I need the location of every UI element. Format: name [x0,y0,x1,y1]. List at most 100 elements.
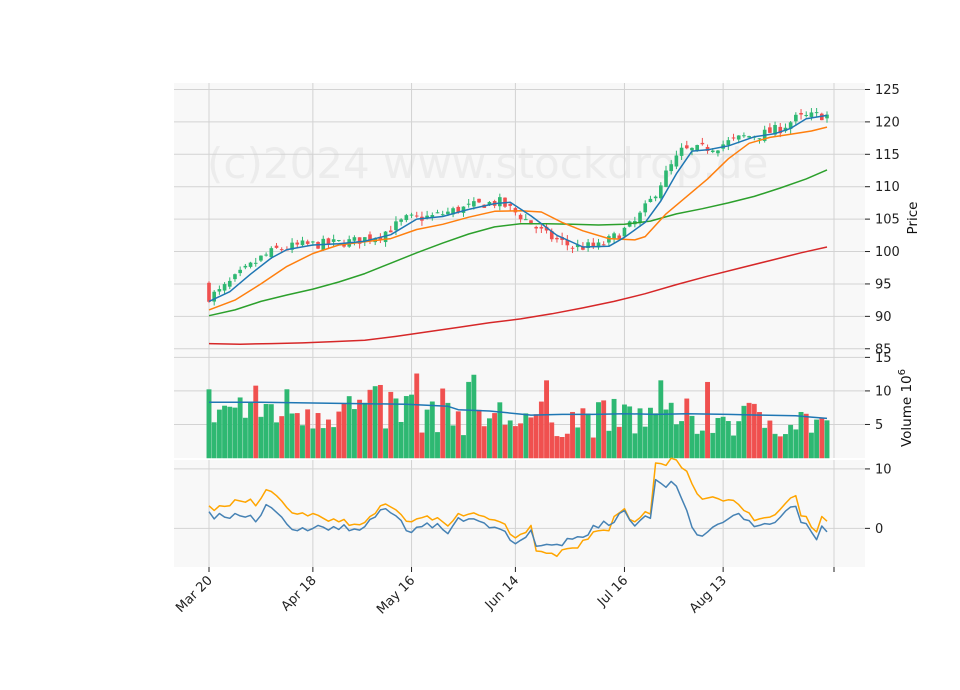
candle-body [690,147,694,151]
volume-bar [502,424,508,459]
volume-bar [751,403,757,459]
candle-body [549,231,554,240]
x-tick-label: Apr 18 [279,573,320,614]
volume-bar [409,394,414,459]
candle-body [788,122,793,129]
volume-bar [450,425,456,459]
candle-body [518,214,523,220]
volume-bar [367,389,373,459]
candle-body [529,220,533,225]
volume-bar [279,416,285,459]
volume-bar [767,420,773,459]
volume-bar [694,433,700,459]
volume-bar [357,399,363,459]
volume-bar [393,398,399,459]
volume-bar [684,398,690,459]
volume-bar [601,400,607,459]
volume-bar [414,373,420,459]
volume-bar [211,422,217,459]
candle-body [477,198,481,203]
volume-bar [377,384,383,459]
candle-body [596,242,601,248]
volume-bar [611,398,617,459]
candle-body [264,254,268,256]
volume-bar [559,437,565,459]
volume-bar [757,412,762,459]
candle-body [222,284,227,291]
candle-body [362,237,367,242]
volume-label-text: Volume [899,393,915,448]
volume-bar [554,436,560,459]
volume-bar [544,380,549,459]
candle-body [799,112,803,115]
candle-body [794,114,798,122]
volume-bar [819,418,825,459]
candle-body [669,164,674,172]
candle-body [716,150,720,154]
candle-body [305,241,310,244]
volume-bar [668,402,674,459]
volume-bar [585,413,591,459]
candle-body [705,146,710,151]
candle-body [544,226,549,231]
candle-body [565,240,570,246]
volume-bar [253,385,259,459]
volume-bar [824,420,830,459]
candle-body [451,208,455,215]
volume-bar [538,401,544,459]
candle-body [809,112,814,118]
candle-body [612,233,616,239]
candle-body [212,291,217,302]
candle-body [778,126,783,134]
volume-bar [679,421,685,459]
candle-body [456,206,461,213]
candle-body [446,211,450,215]
candle-body [279,249,284,251]
x-tick-label: Aug 13 [687,573,730,616]
candle-body [773,124,777,135]
candle-body [643,203,648,213]
volume-bar [570,411,575,459]
volume-bar [383,428,389,459]
volume-label-base: 10 [899,375,915,392]
y-tick-label: 5 [875,418,883,433]
volume-bar [445,402,451,459]
candle-body [747,136,751,138]
volume-bar [627,406,633,459]
volume-bar [419,432,425,459]
candle-body [695,145,699,151]
candle-body [435,212,440,214]
oscillator-line-a [208,457,828,558]
volume-bar [336,411,342,459]
y-tick-label: 10 [875,462,892,477]
volume-bar [248,401,253,459]
volume-bar [575,427,581,459]
volume-bar [216,409,222,459]
volume-bar [653,413,659,459]
volume-bar [803,413,809,459]
volume-bar [793,429,799,459]
candle-body [337,240,341,242]
volume-bar [326,419,331,459]
volume-bar [481,426,487,459]
candle-body [357,237,362,244]
candle-body [726,140,731,146]
candle-body [217,289,222,292]
volume-bar [237,397,243,459]
candle-body [768,127,772,133]
candle-body [399,219,403,222]
volume-bar [596,402,601,459]
candle-body [233,274,237,280]
candle-body [227,280,232,287]
candle-body [498,197,502,207]
volume-bar [289,413,295,459]
volume-bar [523,413,529,459]
candle-body [700,142,705,145]
candle-body [331,239,336,242]
x-tick-label: May 16 [374,573,418,617]
volume-bar [372,386,378,459]
volume-bar [663,409,669,459]
volume-bar [528,417,534,459]
moving-average-200-line [208,246,828,345]
volume-bar [725,421,731,459]
